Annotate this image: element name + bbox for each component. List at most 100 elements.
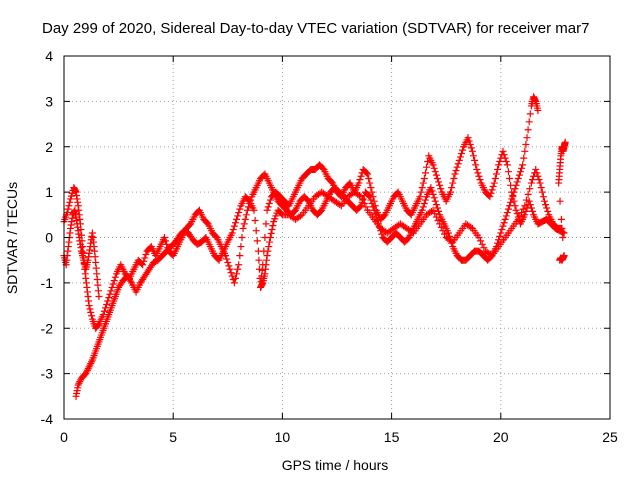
data-point [470,152,477,160]
chart-title: Day 299 of 2020, Sidereal Day-to-day VTE… [42,20,589,37]
data-point [250,206,258,214]
data-point [504,168,512,176]
data-point [263,252,271,260]
data-point [453,163,461,171]
data-point [451,170,459,178]
data-point [498,226,506,234]
data-point [162,237,170,245]
data-point [267,230,275,238]
data-point [523,134,531,142]
data-point [140,257,148,265]
data-point [420,199,428,207]
data-point [111,273,119,281]
data-point [527,179,535,187]
series-track-4 [257,165,566,291]
y-tick-label: 0 [45,230,53,246]
data-point [265,199,273,207]
data-point [419,179,427,187]
data-point [544,207,552,215]
data-point [427,184,435,192]
data-point [491,175,499,183]
data-point [454,160,462,168]
data-point [542,201,550,209]
data-point [105,294,113,302]
data-point [85,302,93,310]
data-point [421,169,429,177]
data-point [557,215,565,223]
data-point [231,274,239,282]
data-point [477,237,485,245]
data-point [441,230,449,238]
data-point [370,197,378,205]
data-point [486,193,494,201]
data-point [431,197,439,205]
data-point [511,202,519,210]
data-point [519,161,527,169]
data-point [540,197,548,205]
data-point [429,161,437,169]
data-point [514,215,522,223]
data-point [110,277,118,285]
data-point [355,179,363,187]
data-point [75,379,83,387]
data-point [163,240,171,248]
data-point [512,206,520,214]
data-point [436,220,444,228]
data-point [503,161,511,169]
data-point [455,156,463,164]
data-point [439,227,447,235]
data-point [506,175,514,183]
data-point [228,229,236,237]
data-point [507,181,515,189]
data-point [408,228,416,236]
data-point [107,287,115,295]
data-point [264,247,272,255]
data-point [466,140,474,148]
data-point [431,168,439,176]
data-point [65,202,73,210]
data-point [532,165,540,173]
data-point [357,172,365,180]
data-point [478,240,486,248]
data-point [513,178,521,186]
data-point [362,169,370,177]
data-point [82,370,90,378]
data-point [467,144,475,152]
data-point [366,179,374,187]
data-point [526,201,534,209]
data-point [490,179,498,187]
data-point [368,188,376,196]
data-point [437,185,445,193]
data-point [255,256,263,264]
data-point [473,165,481,173]
data-point [83,368,91,376]
data-point [359,196,367,204]
data-point [435,178,443,186]
data-point [235,261,243,269]
data-point [231,219,239,227]
data-point [362,203,370,211]
data-point [265,243,273,251]
data-point [226,265,234,273]
data-point [234,265,242,273]
data-point [88,312,96,320]
data-point [106,290,114,298]
data-point [360,199,368,207]
data-point [435,207,443,215]
data-point [533,169,541,177]
data-point [501,215,509,223]
data-point [428,187,436,195]
data-point [240,220,248,228]
data-point [268,226,276,234]
data-point [423,163,431,171]
data-point [526,110,534,118]
data-point [434,216,442,224]
data-point [227,269,235,277]
data-point [223,255,231,263]
data-point [507,198,515,206]
data-point [235,209,243,217]
data-point [433,204,441,212]
data-point [266,238,274,246]
data-point [431,210,439,218]
data-point [558,224,566,232]
